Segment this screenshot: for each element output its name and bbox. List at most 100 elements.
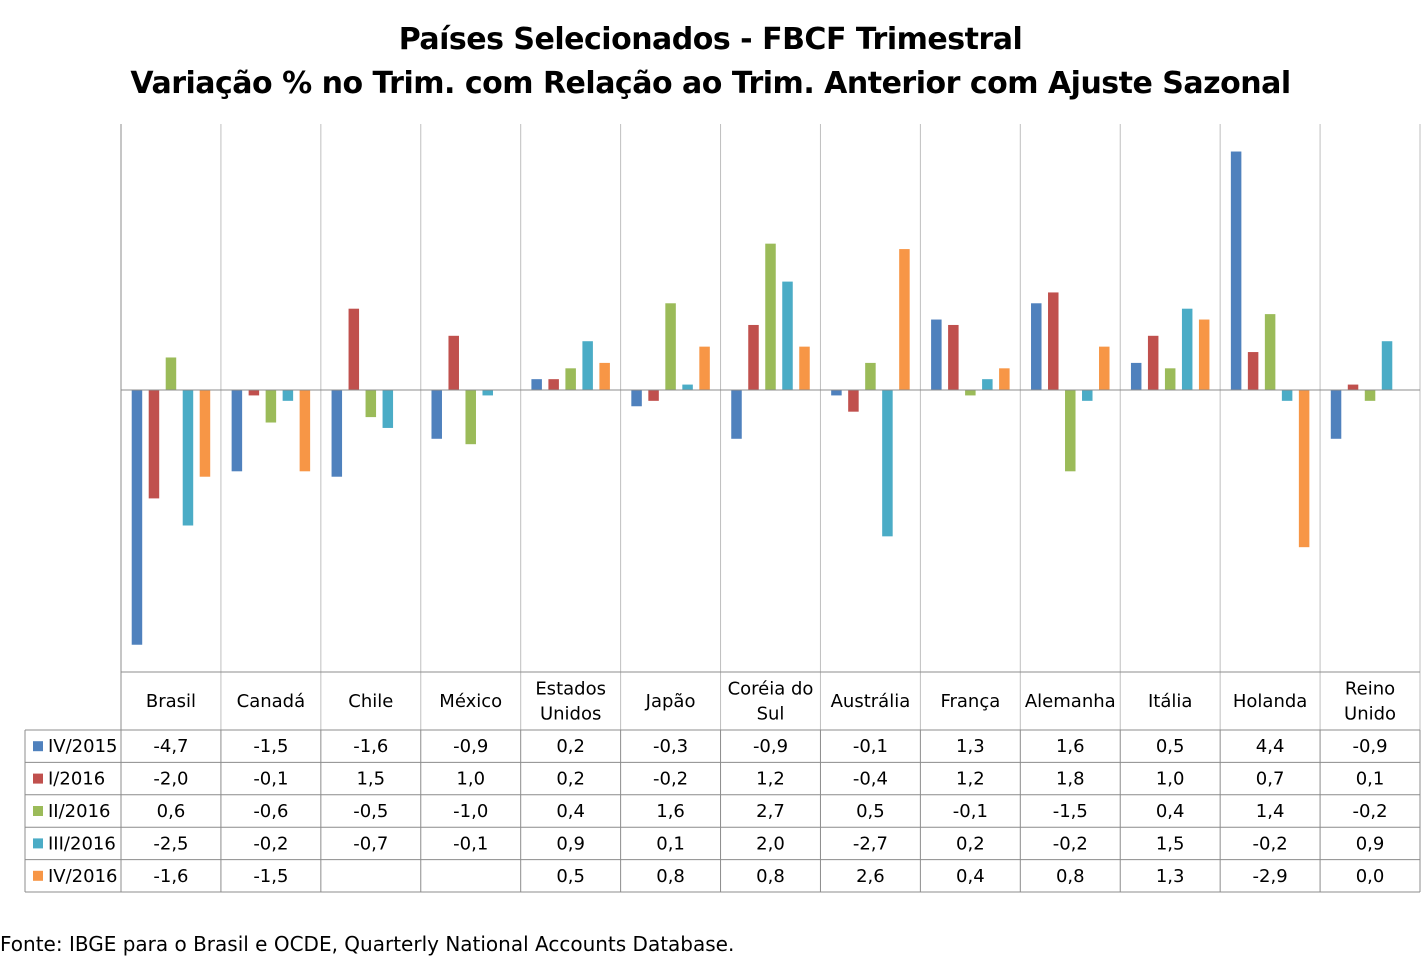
bar-iv-2016 <box>599 362 610 390</box>
bar-iv-2015 <box>1031 303 1042 390</box>
data-label: 1,3 <box>956 736 985 757</box>
data-label: 0,4 <box>556 801 585 822</box>
bar-i-2016 <box>1147 335 1159 390</box>
bar-iii-2016 <box>282 390 294 401</box>
bar-iii-2016 <box>1281 390 1293 401</box>
legend-label: II/2016 <box>48 801 111 822</box>
bar-iv-2015 <box>1330 390 1342 439</box>
data-label: 1,5 <box>356 769 385 790</box>
data-label: 4,4 <box>1256 736 1285 757</box>
bar-ii-2016 <box>1364 390 1376 401</box>
bar-i-2016 <box>1048 292 1059 390</box>
bar-iv-2016 <box>299 390 311 472</box>
data-label: -0,6 <box>253 801 288 822</box>
data-label: -0,2 <box>1352 801 1387 822</box>
category-label: Coréia do <box>728 679 814 700</box>
bar-iv-2015 <box>431 390 442 439</box>
legend-label: IV/2016 <box>48 866 118 887</box>
data-label: -0,1 <box>453 833 488 854</box>
data-label: 0,8 <box>756 866 785 887</box>
data-label: -2,0 <box>153 769 188 790</box>
data-label: 1,0 <box>1156 769 1185 790</box>
bar-iii-2016 <box>882 390 893 537</box>
bar-i-2016 <box>448 335 459 390</box>
data-label: -1,5 <box>253 866 288 887</box>
data-label: -0,5 <box>353 801 388 822</box>
legend-key <box>33 838 43 849</box>
category-label: Brasil <box>146 691 196 712</box>
data-label: 2,0 <box>756 833 785 854</box>
bar-iv-2015 <box>631 390 642 407</box>
bar-i-2016 <box>648 390 659 401</box>
data-label: -0,2 <box>1053 833 1088 854</box>
bar-iv-2016 <box>999 368 1010 390</box>
chart-title: Países Selecionados - FBCF Trimestral Va… <box>0 18 1421 106</box>
data-label: -1,6 <box>353 736 388 757</box>
bar-iv-2016 <box>199 390 211 477</box>
bar-ii-2016 <box>465 390 476 445</box>
data-label: 0,5 <box>856 801 885 822</box>
legend-label: I/2016 <box>48 769 105 790</box>
data-label: -0,7 <box>353 833 388 854</box>
category-label: Unido <box>1344 704 1396 725</box>
bar-i-2016 <box>848 390 859 412</box>
data-label: -1,5 <box>1053 801 1088 822</box>
bar-iv-2015 <box>231 390 243 472</box>
category-label: Canadá <box>237 691 306 712</box>
bar-ii-2016 <box>165 357 177 390</box>
category-label: Sul <box>757 704 785 725</box>
data-label: -0,1 <box>953 801 988 822</box>
bar-iv-2015 <box>331 390 343 477</box>
data-label: -4,7 <box>153 736 188 757</box>
data-label: -0,2 <box>1253 833 1288 854</box>
category-label: França <box>940 691 1000 712</box>
data-label: 1,4 <box>1256 801 1285 822</box>
bar-i-2016 <box>1347 384 1359 390</box>
data-label: 2,6 <box>856 866 885 887</box>
data-label: 0,2 <box>556 736 585 757</box>
bar-i-2016 <box>948 324 959 390</box>
data-label: 2,7 <box>756 801 785 822</box>
data-label: -1,0 <box>453 801 488 822</box>
data-label: -2,9 <box>1253 866 1288 887</box>
bar-ii-2016 <box>1264 314 1276 390</box>
data-label: 0,9 <box>1356 833 1385 854</box>
bar-ii-2016 <box>265 390 277 423</box>
category-label: Japão <box>645 691 696 712</box>
data-label: -1,5 <box>253 736 288 757</box>
data-label: 0,4 <box>1156 801 1185 822</box>
data-label: 1,2 <box>756 769 785 790</box>
data-label: -0,9 <box>453 736 488 757</box>
data-label: 1,6 <box>656 801 685 822</box>
bar-iv-2016 <box>899 249 910 390</box>
bar-iv-2016 <box>1198 319 1210 390</box>
data-label: 0,1 <box>1356 769 1385 790</box>
category-label: Chile <box>348 691 393 712</box>
bar-iv-2015 <box>931 319 942 390</box>
category-label: México <box>439 691 502 712</box>
category-label: Reino <box>1345 679 1395 700</box>
bar-iv-2016 <box>699 346 710 390</box>
data-label: 1,0 <box>456 769 485 790</box>
data-label: -0,9 <box>753 736 788 757</box>
data-label: -1,6 <box>153 866 188 887</box>
bar-iii-2016 <box>582 341 593 390</box>
category-label: Alemanha <box>1025 691 1116 712</box>
bar-ii-2016 <box>1164 368 1176 390</box>
legend-label: IV/2015 <box>48 736 118 757</box>
bar-iv-2015 <box>531 379 542 390</box>
legend-key <box>33 741 43 752</box>
bar-i-2016 <box>348 308 360 390</box>
legend-label: III/2016 <box>48 833 116 854</box>
bar-ii-2016 <box>965 390 976 396</box>
category-label: Estados <box>535 679 606 700</box>
bar-iii-2016 <box>1381 341 1393 390</box>
data-label: -0,2 <box>653 769 688 790</box>
data-label: 0,0 <box>1356 866 1385 887</box>
bar-i-2016 <box>1247 352 1259 390</box>
bar-iii-2016 <box>782 281 793 390</box>
data-label: 0,8 <box>656 866 685 887</box>
data-label: -0,3 <box>653 736 688 757</box>
bar-ii-2016 <box>565 368 576 390</box>
